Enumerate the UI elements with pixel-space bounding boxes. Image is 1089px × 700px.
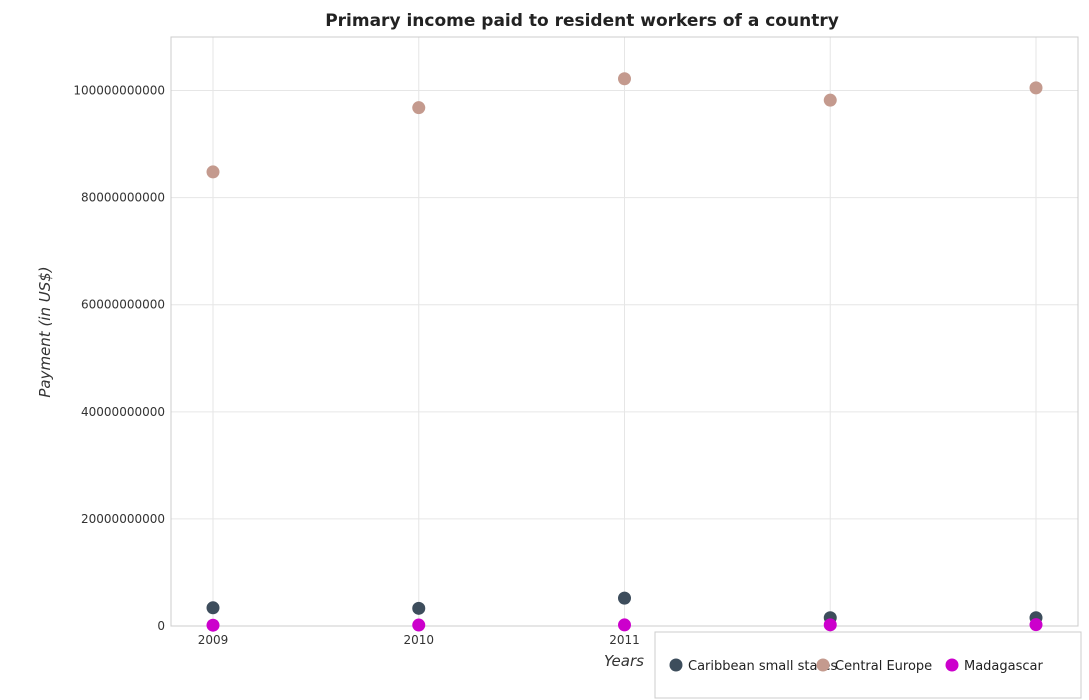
point-madagascar-2010 <box>412 618 426 632</box>
y-tick-label: 20000000000 <box>81 512 165 526</box>
legend-box <box>654 631 1082 699</box>
y-tick-label: 80000000000 <box>81 191 165 205</box>
x-axis-label: Years <box>604 652 644 670</box>
data-points <box>206 72 1043 632</box>
point-caribbean-small-states-2010 <box>412 601 426 615</box>
y-axis-label: Payment (in US$) <box>36 266 54 397</box>
point-central-europe-2012 <box>823 93 837 107</box>
point-madagascar-2012 <box>823 618 837 632</box>
x-tick-label: 2010 <box>403 633 434 647</box>
point-madagascar-2011 <box>618 618 631 632</box>
point-central-europe-2009 <box>206 165 220 179</box>
x-tick-label: 2011 <box>609 633 640 647</box>
y-axis-ticks: 0 20000000000 40000000000 60000000000 800000… <box>73 84 165 633</box>
chart-title: Primary income paid to resident workers … <box>325 11 839 31</box>
legend-label-caribbean-small-states: Caribbean small states <box>688 659 838 674</box>
legend-label-madagascar: Madagascar <box>964 659 1044 674</box>
point-madagascar-2009 <box>206 618 220 632</box>
x-tick-label: 2009 <box>198 633 229 647</box>
y-tick-label: 60000000000 <box>81 298 165 312</box>
legend-label-central-europe: Central Europe <box>835 659 932 674</box>
y-tick-label: 0 <box>157 619 165 633</box>
point-central-europe-2013 <box>1029 81 1043 95</box>
legend-marker-caribbean-small-states <box>669 658 683 672</box>
y-tick-label: 100000000000 <box>73 84 165 98</box>
point-central-europe-2010 <box>412 101 426 115</box>
point-caribbean-small-states-2009 <box>206 601 220 615</box>
y-tick-label: 40000000000 <box>81 405 165 419</box>
legend-marker-madagascar <box>945 658 959 672</box>
legend-marker-central-europe <box>816 658 830 672</box>
gridlines <box>171 37 1078 627</box>
point-central-europe-2011 <box>618 72 631 86</box>
point-caribbean-small-states-2011 <box>618 591 631 605</box>
point-madagascar-2013 <box>1029 618 1043 632</box>
